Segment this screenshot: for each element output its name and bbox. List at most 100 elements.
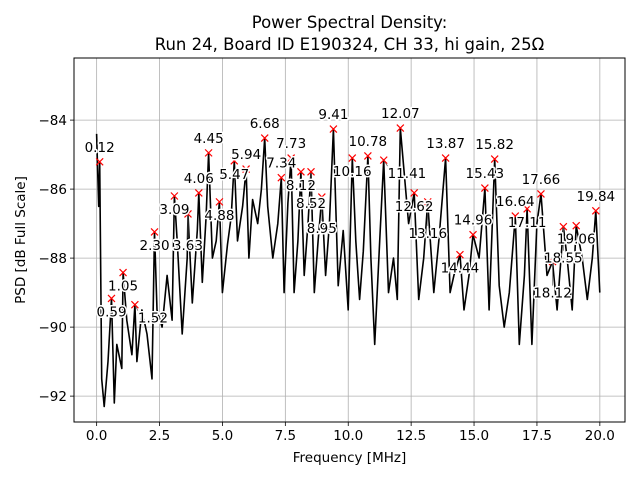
peak-marker: [150, 227, 159, 236]
x-tick-label: 12.5: [396, 428, 426, 444]
peak-label: 13.87: [426, 136, 465, 152]
peak-label: 12.07: [381, 106, 420, 122]
peak-marker: [363, 152, 372, 160]
peak-marker-stroke: [307, 167, 315, 176]
peak-marker-stroke: [490, 155, 499, 164]
peak-marker: [230, 156, 239, 165]
peak-label: 8.52: [296, 196, 326, 212]
peak-label: 10.78: [349, 134, 388, 150]
peak-marker: [307, 167, 315, 176]
peak-marker-stroke: [379, 156, 388, 165]
peak-label: 4.06: [184, 171, 214, 187]
x-ticks: 0.0 2.5 5.0 7.5 10.0 12.5 15.0 17.5 20.0: [86, 422, 615, 444]
peak-marker: [523, 204, 532, 213]
y-ticks: −84 −86 −88 −90 −92: [39, 113, 74, 405]
x-tick-label: 15.0: [459, 428, 489, 444]
peak-label: 0.12: [85, 140, 115, 156]
peak-marker: [410, 188, 419, 197]
peak-marker-stroke: [107, 294, 116, 303]
peak-label: 9.41: [318, 107, 348, 123]
peak-marker: [456, 250, 464, 259]
peak-marker: [194, 188, 203, 197]
peak-label: 5.94: [231, 147, 261, 163]
x-axis-label: Frequency [MHz]: [293, 450, 406, 466]
peak-label: 4.45: [194, 131, 224, 147]
peak-marker: [572, 221, 581, 230]
peak-marker: [511, 212, 520, 220]
peak-label: 2.30: [140, 238, 170, 254]
peak-marker-stroke: [348, 154, 357, 162]
y-tick-label: −92: [39, 389, 68, 405]
peak-marker: [107, 294, 116, 303]
psd-trace: [95, 127, 601, 408]
peak-marker-stroke: [572, 221, 581, 230]
x-tick-label: 10.0: [333, 428, 363, 444]
peak-marker: [130, 300, 139, 309]
x-tick-label: 5.0: [212, 428, 233, 444]
peak-marker: [184, 210, 192, 218]
peak-marker: [215, 197, 224, 206]
peak-marker: [469, 230, 477, 239]
peak-label: 3.09: [159, 202, 189, 218]
peak-label: 8.95: [307, 221, 337, 237]
peak-marker-stroke: [396, 124, 405, 132]
peak-label: 8.12: [286, 178, 316, 194]
peak-marker: [317, 193, 326, 201]
peak-marker: [170, 192, 179, 200]
peak-label: 7.73: [276, 136, 306, 152]
psd-line: [95, 127, 601, 408]
y-tick-label: −90: [39, 320, 68, 336]
peak-marker: [490, 155, 499, 164]
x-tick-label: 7.5: [275, 428, 296, 444]
peak-label: 1.05: [108, 279, 138, 295]
peak-label: 17.66: [522, 172, 561, 188]
peak-marker: [242, 165, 251, 174]
peak-marker-stroke: [184, 210, 192, 218]
peak-marker-stroke: [119, 268, 127, 277]
peak-marker: [441, 154, 450, 162]
peak-markers: [95, 124, 600, 309]
y-tick-label: −84: [39, 113, 68, 129]
peak-label: 0.59: [97, 305, 127, 321]
peak-label: 18.12: [533, 286, 572, 302]
peak-marker-stroke: [260, 134, 269, 142]
peak-marker-stroke: [230, 156, 239, 165]
plot-frame: [73, 57, 626, 423]
chart-title-line2: Run 24, Board ID E190324, CH 33, hi gain…: [155, 35, 545, 54]
peak-marker-stroke: [194, 188, 203, 197]
peak-marker-stroke: [480, 184, 489, 192]
peak-label: 3.63: [173, 238, 203, 254]
peak-marker-stroke: [523, 204, 532, 213]
peak-label: 15.43: [466, 166, 505, 182]
peak-marker: [204, 148, 213, 157]
peak-marker-stroke: [456, 250, 464, 259]
peak-label: 5.47: [219, 167, 249, 183]
peak-label: 12.62: [395, 199, 434, 215]
peak-marker: [591, 206, 600, 215]
peak-label: 6.68: [250, 116, 280, 132]
peak-marker: [260, 134, 269, 142]
x-tick-label: 20.0: [585, 428, 615, 444]
peak-marker-stroke: [410, 188, 419, 197]
peak-marker-stroke: [215, 197, 224, 206]
peak-label: 16.64: [496, 194, 535, 210]
peak-label: 10.16: [333, 164, 372, 180]
peak-marker-stroke: [591, 206, 600, 215]
x-tick-label: 2.5: [149, 428, 170, 444]
peak-label: 14.44: [441, 261, 480, 277]
peak-label: 4.88: [204, 208, 234, 224]
peak-marker-stroke: [317, 193, 326, 201]
peak-marker: [379, 156, 388, 165]
peak-marker: [423, 197, 432, 206]
peak-marker: [559, 222, 568, 231]
peak-marker: [537, 190, 545, 198]
x-tick-label: 17.5: [522, 428, 552, 444]
peak-marker: [480, 184, 489, 192]
peak-marker-stroke: [441, 154, 450, 162]
y-tick-label: −86: [39, 182, 68, 198]
peak-marker: [396, 124, 405, 132]
peak-marker-stroke: [511, 212, 520, 220]
peak-label: 18.55: [544, 251, 583, 267]
peak-label: 19.84: [577, 189, 616, 205]
